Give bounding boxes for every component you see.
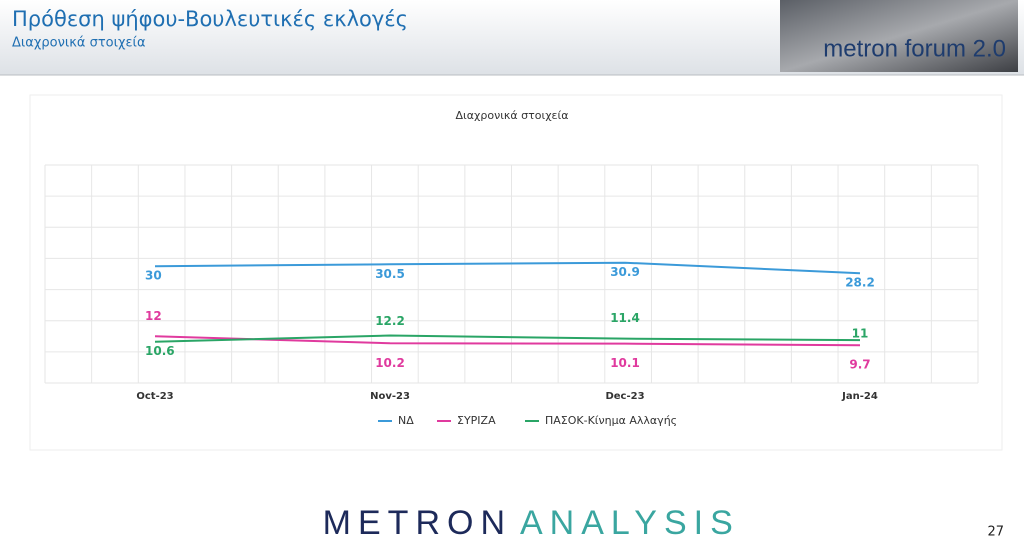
- x-tick-label: Nov-23: [370, 391, 410, 402]
- legend-label: ΠΑΣΟΚ-Κίνημα Αλλαγής: [545, 414, 677, 427]
- series-line: [154, 261, 861, 275]
- data-label: 30.9: [610, 265, 640, 279]
- legend-label: ΝΔ: [398, 414, 414, 427]
- chart-title: Διαχρονικά στοιχεία: [456, 109, 569, 122]
- data-label: 28.2: [845, 276, 875, 290]
- logo-text: metron forum 2.0: [823, 35, 1006, 62]
- data-label: 11.4: [610, 311, 640, 325]
- footer-brand: METRON: [323, 504, 512, 542]
- data-label: 10.6: [145, 344, 175, 358]
- series-line: [154, 334, 861, 343]
- x-tick-label: Dec-23: [605, 391, 644, 402]
- page-number: 27: [987, 525, 1004, 540]
- data-label: 11: [852, 327, 869, 341]
- data-label: 12: [145, 309, 162, 323]
- x-tick-label: Jan-24: [841, 391, 878, 402]
- x-tick-label: Oct-23: [136, 391, 173, 402]
- data-label: 30.5: [375, 267, 405, 281]
- slide-title: Πρόθεση ψήφου-Βουλευτικές εκλογές: [12, 7, 408, 31]
- slide-subtitle: Διαχρονικά στοιχεία: [12, 36, 146, 51]
- data-label: 12.2: [375, 314, 405, 328]
- data-label: 30: [145, 269, 162, 283]
- data-label: 9.7: [849, 358, 870, 372]
- vertical-grid: [44, 165, 979, 383]
- series-line: [154, 335, 861, 347]
- logo-image: [780, 0, 1018, 72]
- data-label: 10.1: [610, 356, 640, 370]
- legend-label: ΣΥΡΙΖΑ: [457, 414, 496, 427]
- data-label: 10.2: [375, 356, 405, 370]
- footer-brand: ANALYSIS: [520, 504, 740, 542]
